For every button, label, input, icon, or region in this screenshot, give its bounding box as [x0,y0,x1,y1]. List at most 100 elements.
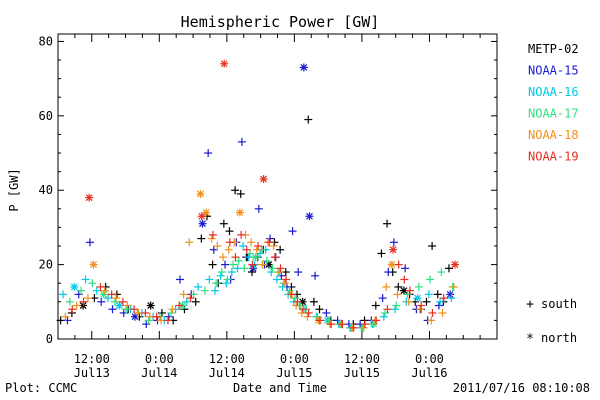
point-noaa-19-38 [394,260,403,269]
point-noaa-19-13 [208,230,217,239]
point-noaa-16-19 [239,242,248,251]
point-noaa-16-14 [210,286,219,295]
point-noaa-16-1 [70,282,79,291]
point-noaa-15-3 [97,297,106,306]
point-noaa-16-5 [115,301,124,310]
point-noaa-16-24 [267,268,276,277]
point-noaa-15-32 [322,308,331,317]
point-noaa-18-24 [258,260,267,269]
point-metp-02-9 [157,308,166,317]
south-marker-symbol: + [526,297,534,312]
point-noaa-18-46 [449,282,458,291]
point-noaa-15-43 [434,301,443,310]
point-noaa-16-42 [436,297,445,306]
point-noaa-15-0 [63,316,72,325]
point-noaa-15-23 [266,234,275,243]
point-noaa-18-32 [303,312,312,321]
point-noaa-19-31 [327,320,336,329]
point-noaa-19-20 [253,242,262,251]
legend-noaa-17: NOAA-17 [528,107,579,121]
point-noaa-18-8 [145,312,154,321]
point-noaa-16-3 [92,286,101,295]
point-noaa-19-28 [299,305,308,314]
x-tick-date-2: Jul14 [209,366,245,380]
point-metp-02-20 [236,189,245,198]
point-noaa-19-30 [315,316,324,325]
point-noaa-17-7 [144,316,153,325]
point-noaa-16-41 [424,290,433,299]
point-noaa-19-12 [197,212,206,221]
point-noaa-16-13 [205,275,214,284]
point-noaa-19-11 [186,294,195,303]
point-noaa-17-0 [65,297,74,306]
point-noaa-18-40 [387,260,396,269]
point-metp-02-48 [422,297,431,306]
point-noaa-19-21 [259,175,268,184]
point-metp-02-15 [208,260,217,269]
point-noaa-17-16 [229,260,238,269]
point-noaa-15-10 [176,275,185,284]
point-metp-02-13 [197,234,206,243]
point-metp-02-34 [315,305,324,314]
point-noaa-16-38 [391,305,400,314]
point-noaa-17-22 [262,256,271,265]
point-noaa-15-4 [108,305,117,314]
point-noaa-19-3 [96,282,105,291]
point-noaa-16-37 [379,312,388,321]
point-noaa-17-18 [240,264,249,273]
point-noaa-18-1 [72,301,81,310]
north-marker-label: north [541,331,577,345]
point-noaa-19-5 [118,297,127,306]
point-noaa-18-18 [224,245,233,254]
point-metp-02-8 [146,301,155,310]
x-tick-date-0: Jul13 [74,366,110,380]
y-tick-label-3: 60 [39,109,53,123]
point-noaa-19-15 [225,238,234,247]
point-noaa-19-33 [349,323,358,332]
point-noaa-15-38 [384,268,393,277]
point-noaa-18-31 [297,308,306,317]
point-noaa-17-39 [414,282,423,291]
plot-frame [57,33,498,340]
point-noaa-19-7 [141,308,150,317]
x-tick-date-4: Jul15 [344,366,380,380]
point-noaa-16-18 [233,264,242,273]
point-noaa-16-25 [272,275,281,284]
point-noaa-16-16 [222,279,231,288]
point-noaa-15-28 [294,268,303,277]
point-noaa-18-10 [168,305,177,314]
point-noaa-16-12 [194,282,203,291]
point-noaa-19-2 [85,193,94,202]
point-noaa-19-43 [439,294,448,303]
point-metp-02-19 [231,186,240,195]
point-noaa-17-40 [426,275,435,284]
point-metp-02-32 [304,115,313,124]
point-noaa-18-13 [196,189,205,198]
point-noaa-15-31 [311,271,320,280]
point-metp-02-17 [219,219,228,228]
point-noaa-18-2 [83,294,92,303]
point-noaa-18-28 [280,279,289,288]
footer-right: 2011/07/16 08:10:08 [453,381,590,395]
point-metp-02-33 [309,297,318,306]
point-noaa-15-30 [305,212,314,221]
footer-left: Plot: CCMC [5,381,77,395]
y-axis-label: P [GW] [7,168,21,211]
point-noaa-15-40 [401,264,410,273]
point-noaa-19-24 [276,264,285,273]
point-noaa-15-29 [299,63,308,72]
point-noaa-19-4 [107,290,116,299]
point-noaa-18-27 [275,268,284,277]
point-noaa-16-20 [244,253,253,262]
point-noaa-18-5 [112,294,121,303]
point-noaa-18-3 [89,260,98,269]
point-noaa-17-23 [268,264,277,273]
x-tick-time-4: 12:00 [344,352,380,366]
y-tick-label-0: 0 [46,332,53,346]
point-noaa-19-35 [372,316,381,325]
point-noaa-19-39 [400,275,409,284]
point-noaa-19-44 [450,260,459,269]
point-noaa-19-40 [405,286,414,295]
point-noaa-18-41 [393,290,402,299]
point-noaa-19-0 [68,305,77,314]
